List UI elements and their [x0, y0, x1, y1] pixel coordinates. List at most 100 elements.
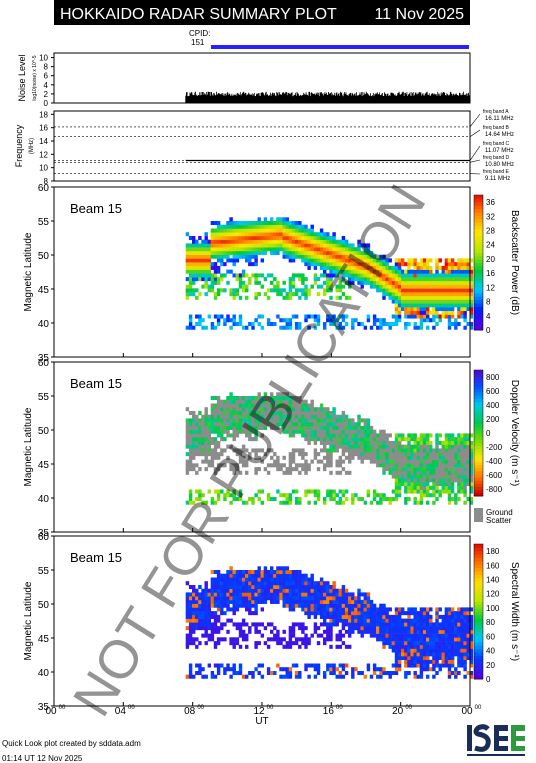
width-echo-cell: [283, 637, 286, 641]
velocity-echo-cell: [329, 445, 332, 449]
velocity-echo-cell: [373, 437, 376, 441]
velocity-echo-cell: [451, 486, 454, 490]
width-colorbar-segment: [474, 659, 483, 663]
power-echo-cell: [295, 229, 298, 233]
power-echo-cell: [420, 258, 423, 262]
power-echo-cell: [432, 292, 435, 296]
power-echo-cell: [192, 258, 195, 262]
width-echo-cell: [439, 645, 442, 649]
x-tick-minutes: 00: [197, 705, 204, 711]
velocity-echo-cell: [445, 486, 448, 490]
velocity-echo-cell: [457, 456, 460, 460]
velocity-echo-cell: [192, 433, 195, 437]
velocity-echo-cell: [217, 430, 220, 434]
width-echo-cell: [311, 604, 314, 608]
power-echo-cell: [382, 296, 385, 300]
velocity-echo-cell: [317, 490, 320, 494]
width-echo-cell: [242, 637, 245, 641]
velocity-echo-cell: [298, 430, 301, 434]
power-echo-cell: [258, 247, 261, 251]
width-echo-cell: [423, 649, 426, 653]
power-ytick-label: 60: [38, 183, 50, 194]
power-echo-cell: [267, 232, 270, 236]
velocity-echo-cell: [317, 493, 320, 497]
width-echo-cell: [323, 596, 326, 600]
velocity-echo-cell: [345, 418, 348, 422]
power-echo-cell: [223, 225, 226, 229]
width-echo-cell: [201, 675, 204, 679]
velocity-echo-cell: [329, 418, 332, 422]
power-echo-cell: [211, 232, 214, 236]
power-echo-cell: [389, 288, 392, 292]
width-echo-cell: [357, 671, 360, 675]
width-echo-cell: [357, 622, 360, 626]
power-echo-cell: [214, 326, 217, 330]
width-echo-cell: [435, 622, 438, 626]
power-echo-cell: [214, 315, 217, 319]
velocity-echo-cell: [295, 463, 298, 467]
velocity-echo-cell: [376, 460, 379, 464]
velocity-echo-cell: [407, 471, 410, 475]
power-colorbar-segment: [474, 256, 483, 260]
width-echo-cell: [273, 585, 276, 589]
width-echo-cell: [198, 611, 201, 615]
width-echo-cell: [254, 611, 257, 615]
width-echo-cell: [239, 630, 242, 634]
power-colorbar-segment: [474, 293, 483, 297]
velocity-echo-cell: [314, 448, 317, 452]
width-echo-cell: [401, 630, 404, 634]
velocity-echo-cell: [357, 422, 360, 426]
width-echo-cell: [220, 626, 223, 630]
power-echo-cell: [211, 322, 214, 326]
power-echo-cell: [395, 322, 398, 326]
width-echo-cell: [361, 626, 364, 630]
power-echo-cell: [439, 292, 442, 296]
power-echo-cell: [273, 225, 276, 229]
power-echo-cell: [442, 307, 445, 311]
power-echo-cell: [198, 318, 201, 322]
width-echo-cell: [245, 600, 248, 604]
power-echo-cell: [373, 315, 376, 319]
power-echo-cell: [432, 288, 435, 292]
power-echo-cell: [186, 288, 189, 292]
power-echo-cell: [304, 277, 307, 281]
power-echo-cell: [298, 288, 301, 292]
width-echo-cell: [304, 611, 307, 615]
width-echo-cell: [220, 578, 223, 582]
power-echo-cell: [242, 273, 245, 277]
power-echo-cell: [301, 236, 304, 240]
width-echo-cell: [351, 630, 354, 634]
width-echo-cell: [407, 634, 410, 638]
power-echo-cell: [286, 326, 289, 330]
width-echo-cell: [404, 660, 407, 664]
power-echo-cell: [332, 232, 335, 236]
power-echo-cell: [208, 262, 211, 266]
power-ytick-label: 55: [38, 217, 50, 228]
velocity-echo-cell: [376, 445, 379, 449]
power-echo-cell: [320, 258, 323, 262]
velocity-echo-cell: [448, 467, 451, 471]
width-echo-cell: [229, 574, 232, 578]
velocity-echo-cell: [342, 437, 345, 441]
power-echo-cell: [292, 240, 295, 244]
width-echo-cell: [398, 667, 401, 671]
power-echo-cell: [233, 232, 236, 236]
power-echo-cell: [298, 296, 301, 300]
velocity-echo-cell: [407, 482, 410, 486]
power-echo-cell: [463, 303, 466, 307]
width-echo-cell: [323, 675, 326, 679]
power-echo-cell: [208, 251, 211, 255]
velocity-echo-cell: [317, 422, 320, 426]
velocity-echo-cell: [432, 486, 435, 490]
power-echo-cell: [273, 288, 276, 292]
power-echo-cell: [414, 262, 417, 266]
width-echo-cell: [467, 656, 470, 660]
width-echo-cell: [329, 671, 332, 675]
width-echo-cell: [208, 622, 211, 626]
velocity-echo-cell: [435, 441, 438, 445]
power-echo-cell: [239, 251, 242, 255]
power-echo-cell: [442, 266, 445, 270]
width-echo-cell: [208, 664, 211, 668]
power-echo-cell: [229, 251, 232, 255]
power-echo-cell: [295, 240, 298, 244]
